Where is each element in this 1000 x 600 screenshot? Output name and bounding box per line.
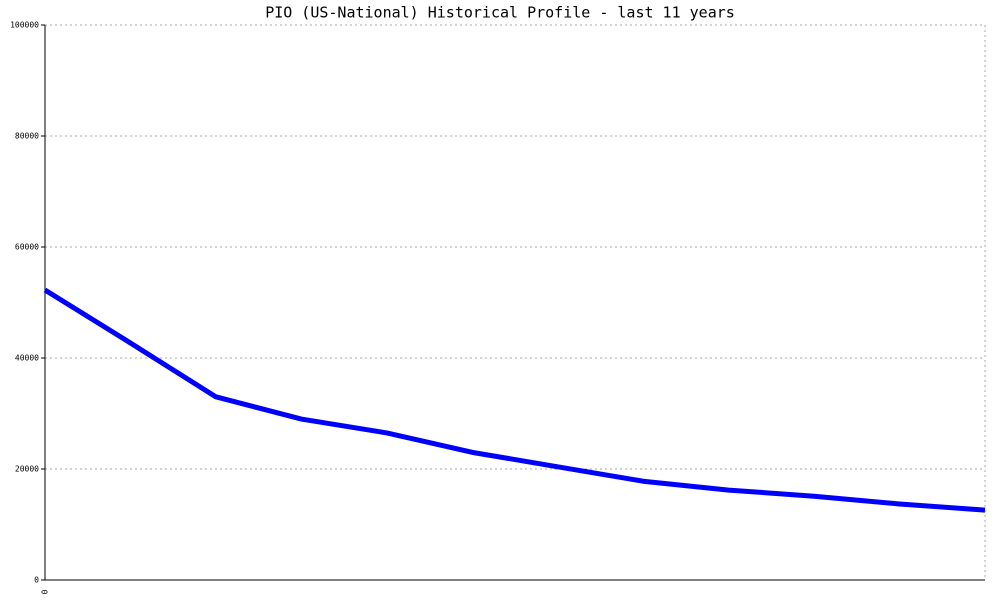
y-tick-label: 0 [34, 576, 39, 585]
chart-title: PIO (US-National) Historical Profile - l… [265, 4, 735, 22]
y-tick-label: 40000 [15, 354, 39, 363]
data-line [43, 287, 986, 513]
x-tick-label: 0 [41, 589, 50, 594]
y-tick-label: 80000 [15, 132, 39, 141]
y-tick-label: 100000 [10, 21, 39, 30]
y-tick-label: 20000 [15, 465, 39, 474]
y-tick-label: 60000 [15, 243, 39, 252]
